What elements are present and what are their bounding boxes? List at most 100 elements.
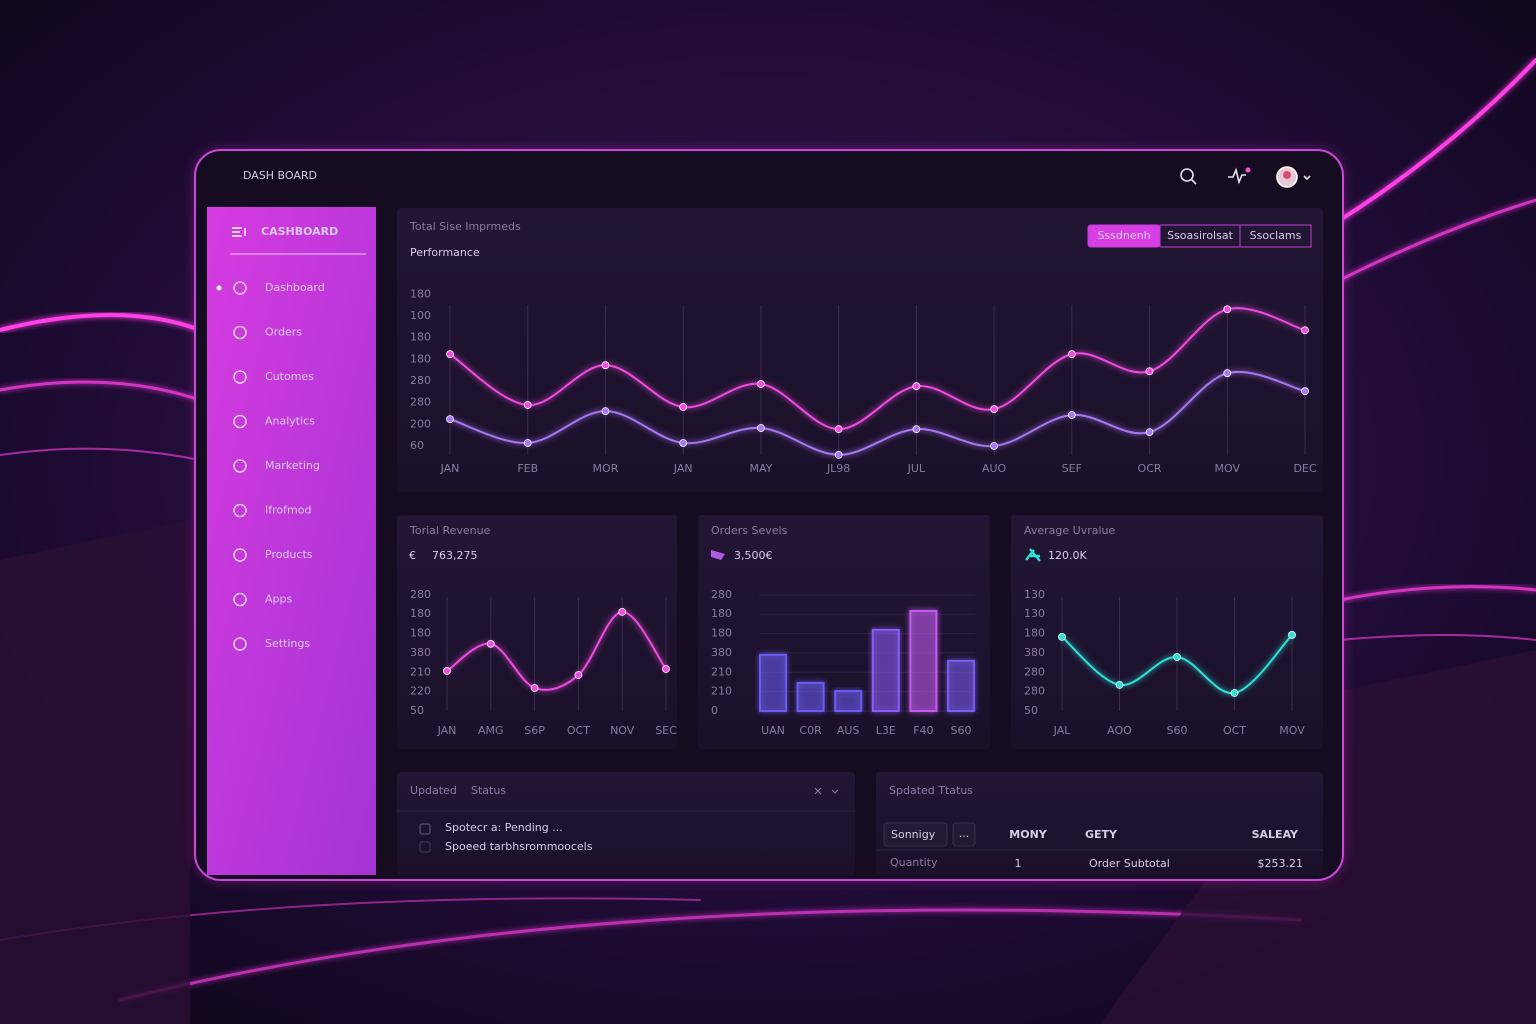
checkbox[interactable] <box>419 841 431 853</box>
nav-icon <box>233 637 247 651</box>
checkbox[interactable] <box>419 823 431 835</box>
y-tick-label: 180 <box>410 331 431 344</box>
x-tick-label: F40 <box>913 724 933 737</box>
y-tick-label: 180 <box>1024 627 1045 640</box>
nav-label: Marketing <box>265 459 320 472</box>
more-button[interactable] <box>952 822 976 847</box>
data-point <box>1223 369 1232 378</box>
data-line <box>449 370 1306 456</box>
nav-item[interactable]: Orders <box>233 326 302 340</box>
nav-label: Dashboard <box>265 281 325 294</box>
y-tick-label: 210 <box>711 665 732 678</box>
panel-title: Spdated Ttatus <box>889 784 973 797</box>
x-tick-label: AUO <box>982 462 1007 475</box>
x-tick-label: S60 <box>1167 724 1188 737</box>
x-tick-label: S60 <box>951 724 972 737</box>
data-point <box>574 671 583 679</box>
activity-icon[interactable] <box>1228 167 1246 185</box>
x-tick-label: S6P <box>524 724 545 737</box>
x-tick-label: JAN <box>673 462 693 475</box>
x-tick-label: OCT <box>567 724 590 737</box>
nav-label: Products <box>265 548 313 561</box>
data-point <box>1058 632 1066 641</box>
nav-item[interactable]: Cutomes <box>233 370 314 384</box>
nav-item[interactable]: Settings <box>233 637 310 651</box>
x-tick-label: SEF <box>1062 462 1082 475</box>
y-tick-label: 280 <box>1024 665 1045 678</box>
nav-item[interactable]: Dashboard <box>216 281 325 295</box>
y-tick-label: 180 <box>410 607 431 620</box>
nav-item[interactable]: Apps <box>233 592 292 607</box>
nav-item[interactable]: Ifrofmod <box>233 503 311 518</box>
nav-label: Apps <box>265 593 292 606</box>
tab-label: Ssoclams <box>1250 229 1302 242</box>
data-point <box>1173 653 1181 661</box>
y-tick-label: 210 <box>711 685 732 698</box>
y-tick-label: 280 <box>410 588 431 601</box>
status-panel <box>397 772 855 875</box>
card-title: Average Uvralue <box>1024 524 1116 537</box>
nav-item[interactable]: Products <box>233 548 313 562</box>
y-tick-label: 380 <box>711 646 732 659</box>
data-point <box>912 382 921 391</box>
value-icon <box>1025 548 1041 562</box>
y-tick-label: 50 <box>1024 704 1038 717</box>
x-tick-label: FEB <box>517 462 538 475</box>
x-tick-label: MOR <box>593 462 619 475</box>
y-tick-label: 130 <box>1024 588 1045 601</box>
y-tick-label: 380 <box>410 646 431 659</box>
tab-label: Ssoasirolsat <box>1167 229 1234 242</box>
card-value: 3,500€ <box>734 549 773 562</box>
y-tick-label: 280 <box>410 396 431 409</box>
nav-icon <box>233 592 247 607</box>
data-point <box>1288 631 1296 639</box>
column-header: Status <box>471 784 506 797</box>
data-point <box>1145 367 1154 376</box>
status-row: Spoeed tarbhsrommoocels <box>445 840 593 853</box>
column-header: SALEAY <box>1252 828 1299 841</box>
data-point <box>834 450 843 459</box>
x-tick-label: MAY <box>749 462 772 475</box>
x-tick-label: UAN <box>761 724 785 737</box>
sidebar-title: CASHBOARD <box>261 225 338 238</box>
data-point <box>757 424 765 432</box>
filter-select[interactable] <box>883 822 948 847</box>
y-tick-label: 100 <box>410 309 431 322</box>
nav-icon <box>233 414 247 429</box>
data-point <box>523 401 532 409</box>
panel-menu[interactable] <box>814 787 839 795</box>
data-point <box>601 407 610 416</box>
data-point <box>1067 411 1076 419</box>
panel-title: Performance <box>410 246 480 259</box>
data-point <box>1230 689 1239 697</box>
x-tick-label: AUS <box>837 724 860 737</box>
y-tick-label: 50 <box>410 704 424 717</box>
nav-icon <box>233 503 247 518</box>
column-header: GETY <box>1085 828 1118 841</box>
y-tick-label: 210 <box>410 665 431 678</box>
card-value: 763,275 <box>432 549 478 562</box>
tab-label: Sssdnenh <box>1097 229 1150 242</box>
y-tick-label: 180 <box>410 287 431 300</box>
y-tick-label: 280 <box>410 374 431 387</box>
nav-label: Orders <box>265 326 302 339</box>
y-tick-label: 280 <box>1024 685 1045 698</box>
bar <box>909 609 938 712</box>
table-cell: Order Subtotal <box>1089 857 1170 870</box>
data-point <box>1067 350 1076 359</box>
x-tick-label: AMG <box>478 724 504 737</box>
y-tick-label: 200 <box>410 417 431 430</box>
tab[interactable] <box>1239 224 1312 248</box>
x-tick-label: JAL <box>1053 724 1072 737</box>
data-point <box>757 380 765 388</box>
data-point <box>443 667 451 675</box>
data-point <box>990 442 998 450</box>
nav-item[interactable]: Analytics <box>233 414 315 429</box>
x-tick-label: JUL <box>907 462 926 475</box>
nav-item[interactable]: Marketing <box>233 459 320 473</box>
card-title: Torial Revenue <box>409 524 491 537</box>
x-tick-label: JL98 <box>826 462 850 475</box>
x-tick-label: JAN <box>440 462 460 475</box>
search-icon[interactable] <box>1180 168 1194 182</box>
data-point <box>912 425 921 434</box>
